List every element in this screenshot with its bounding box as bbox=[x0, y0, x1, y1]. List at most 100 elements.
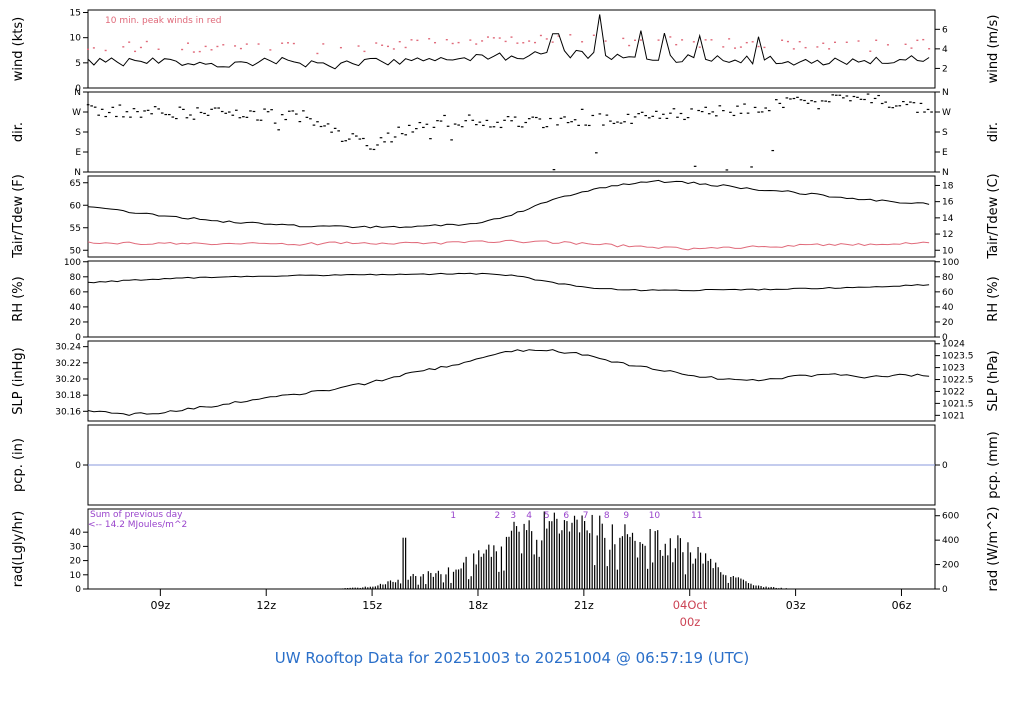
ytick-label-rad: 200 bbox=[942, 561, 959, 571]
y-axis-label-pcp-right: pcp. (mm) bbox=[986, 431, 1001, 498]
series-wind-direction-dot bbox=[309, 118, 312, 120]
series-peak-wind-10min-dot bbox=[657, 39, 660, 41]
series-wind-direction-dot bbox=[771, 149, 775, 152]
series-wind-direction-dot bbox=[676, 116, 679, 118]
ytick-label-rad: 30 bbox=[70, 542, 82, 552]
series-wind-direction-dot bbox=[284, 118, 288, 121]
series-wind-direction-dot bbox=[471, 119, 475, 121]
series-wind-direction-dot bbox=[273, 122, 277, 124]
ytick-label-wind: 5 bbox=[75, 59, 81, 69]
series-wind-direction-dot bbox=[919, 102, 923, 105]
series-wind-direction-dot bbox=[242, 116, 245, 118]
y-axis-label-rad-right: rad (W/m^2) bbox=[986, 507, 1001, 592]
panel-frame-temp bbox=[87, 175, 936, 258]
series-wind-direction-dot bbox=[86, 104, 90, 106]
series-peak-wind-10min-dot bbox=[581, 41, 584, 43]
y-axis-label-slp-left: SLP (inHg) bbox=[11, 347, 26, 415]
series-peak-wind-10min-dot bbox=[704, 39, 707, 41]
series-peak-wind-10min-dot bbox=[639, 39, 642, 41]
series-wind-direction-dot bbox=[764, 107, 767, 109]
ytick-label-rh: 60 bbox=[942, 288, 954, 298]
series-wind-direction-dot bbox=[711, 111, 715, 113]
rad-hour-mark: 4 bbox=[526, 511, 532, 521]
series-wind-direction-dot bbox=[393, 136, 397, 138]
series-peak-wind-10min-dot bbox=[904, 43, 907, 45]
ytick-label-rh: 0 bbox=[942, 333, 948, 343]
series-wind-direction-dot bbox=[422, 126, 425, 129]
series-wind-direction-dot bbox=[513, 116, 517, 118]
series-wind-direction-dot bbox=[909, 101, 912, 103]
series-wind-direction-dot bbox=[263, 108, 266, 110]
rad-sum-note-line2: <-- 14.2 MJoules/m^2 bbox=[88, 520, 187, 530]
series-wind-direction-dot bbox=[563, 116, 566, 118]
series-wind-direction-dot bbox=[570, 121, 573, 123]
series-wind-direction-dot bbox=[662, 113, 665, 115]
series-peak-wind-10min-dot bbox=[692, 41, 695, 43]
panel-frame-rad bbox=[87, 508, 936, 590]
series-wind-direction-dot bbox=[425, 123, 429, 125]
series-wind-direction-dot bbox=[640, 111, 644, 113]
series-wind-direction-dot bbox=[524, 121, 528, 124]
series-wind-direction-dot bbox=[464, 120, 468, 122]
series-wind-direction-dot bbox=[654, 110, 658, 112]
series-wind-direction-dot bbox=[115, 115, 118, 118]
series-wind-direction-dot bbox=[362, 137, 365, 140]
ytick-label-wind: 10 bbox=[70, 34, 82, 44]
series-wind-direction-dot bbox=[580, 108, 584, 110]
series-peak-wind-10min-dot bbox=[192, 51, 195, 53]
series-wind-direction-dot bbox=[450, 139, 453, 141]
y-axis-label-slp-right: SLP (hPa) bbox=[986, 350, 1001, 411]
series-peak-wind-10min-dot bbox=[822, 42, 825, 44]
series-peak-wind-10min-dot bbox=[569, 34, 572, 36]
series-wind-direction-dot bbox=[644, 114, 648, 117]
series-wind-direction-dot bbox=[492, 126, 496, 128]
series-peak-wind-10min-dot bbox=[434, 41, 437, 44]
series-wind-direction-dot bbox=[902, 100, 905, 103]
series-peak-wind-10min-dot bbox=[181, 48, 184, 51]
series-peak-wind-10min-dot bbox=[145, 40, 148, 43]
y-axis-label-rh-right: RH (%) bbox=[986, 276, 1001, 321]
series-peak-wind-10min-dot bbox=[557, 35, 560, 37]
ytick-label-dir: E bbox=[75, 148, 81, 158]
series-peak-wind-10min-dot bbox=[604, 40, 607, 42]
series-wind-direction-dot bbox=[894, 105, 898, 107]
series-peak-wind-10min-dot bbox=[710, 39, 713, 41]
series-wind-direction-dot bbox=[326, 123, 330, 125]
series-wind-direction-dot bbox=[436, 120, 439, 122]
series-wind-direction-dot bbox=[535, 116, 538, 119]
series-wind-direction-dot bbox=[683, 118, 686, 121]
ytick-label-temp: 10 bbox=[942, 246, 954, 256]
series-wind-direction-dot bbox=[249, 110, 252, 112]
series-wind-direction-dot bbox=[93, 106, 97, 108]
rad-hour-mark: 1 bbox=[450, 511, 456, 521]
series-peak-wind-10min-dot bbox=[804, 46, 807, 49]
series-wind-direction-dot bbox=[679, 112, 683, 115]
series-peak-wind-10min-dot bbox=[428, 38, 431, 40]
series-wind-direction-dot bbox=[125, 111, 129, 113]
series-peak-wind-10min-dot bbox=[245, 43, 248, 45]
series-peak-wind-10min-dot bbox=[516, 42, 519, 44]
series-wind-direction-dot bbox=[231, 114, 235, 116]
series-wind-direction-dot bbox=[591, 114, 595, 117]
ytick-label-temp: 60 bbox=[70, 201, 82, 211]
ytick-label-temp: 50 bbox=[70, 246, 82, 256]
series-wind-direction-dot bbox=[376, 144, 379, 146]
ytick-label-dir: E bbox=[942, 148, 948, 158]
series-wind-direction-dot bbox=[774, 99, 778, 101]
series-wind-direction-dot bbox=[136, 111, 139, 113]
ytick-label-rh: 80 bbox=[942, 273, 954, 283]
series-wind-direction-dot bbox=[714, 115, 718, 117]
series-wind-direction-dot bbox=[905, 103, 909, 106]
series-wind-direction-dot bbox=[647, 117, 651, 119]
series-wind-direction-dot bbox=[587, 124, 591, 127]
series-wind-direction-dot bbox=[598, 113, 602, 115]
series-wind-direction-dot bbox=[224, 112, 228, 114]
series-wind-direction-dot bbox=[803, 99, 806, 102]
rad-hour-mark: 8 bbox=[604, 511, 610, 521]
ytick-label-rad: 0 bbox=[75, 585, 81, 595]
series-wind-direction-dot bbox=[365, 145, 369, 147]
series-wind-direction-dot bbox=[457, 124, 460, 126]
series-wind-direction-dot bbox=[877, 94, 880, 97]
series-wind-direction-dot bbox=[153, 106, 157, 108]
